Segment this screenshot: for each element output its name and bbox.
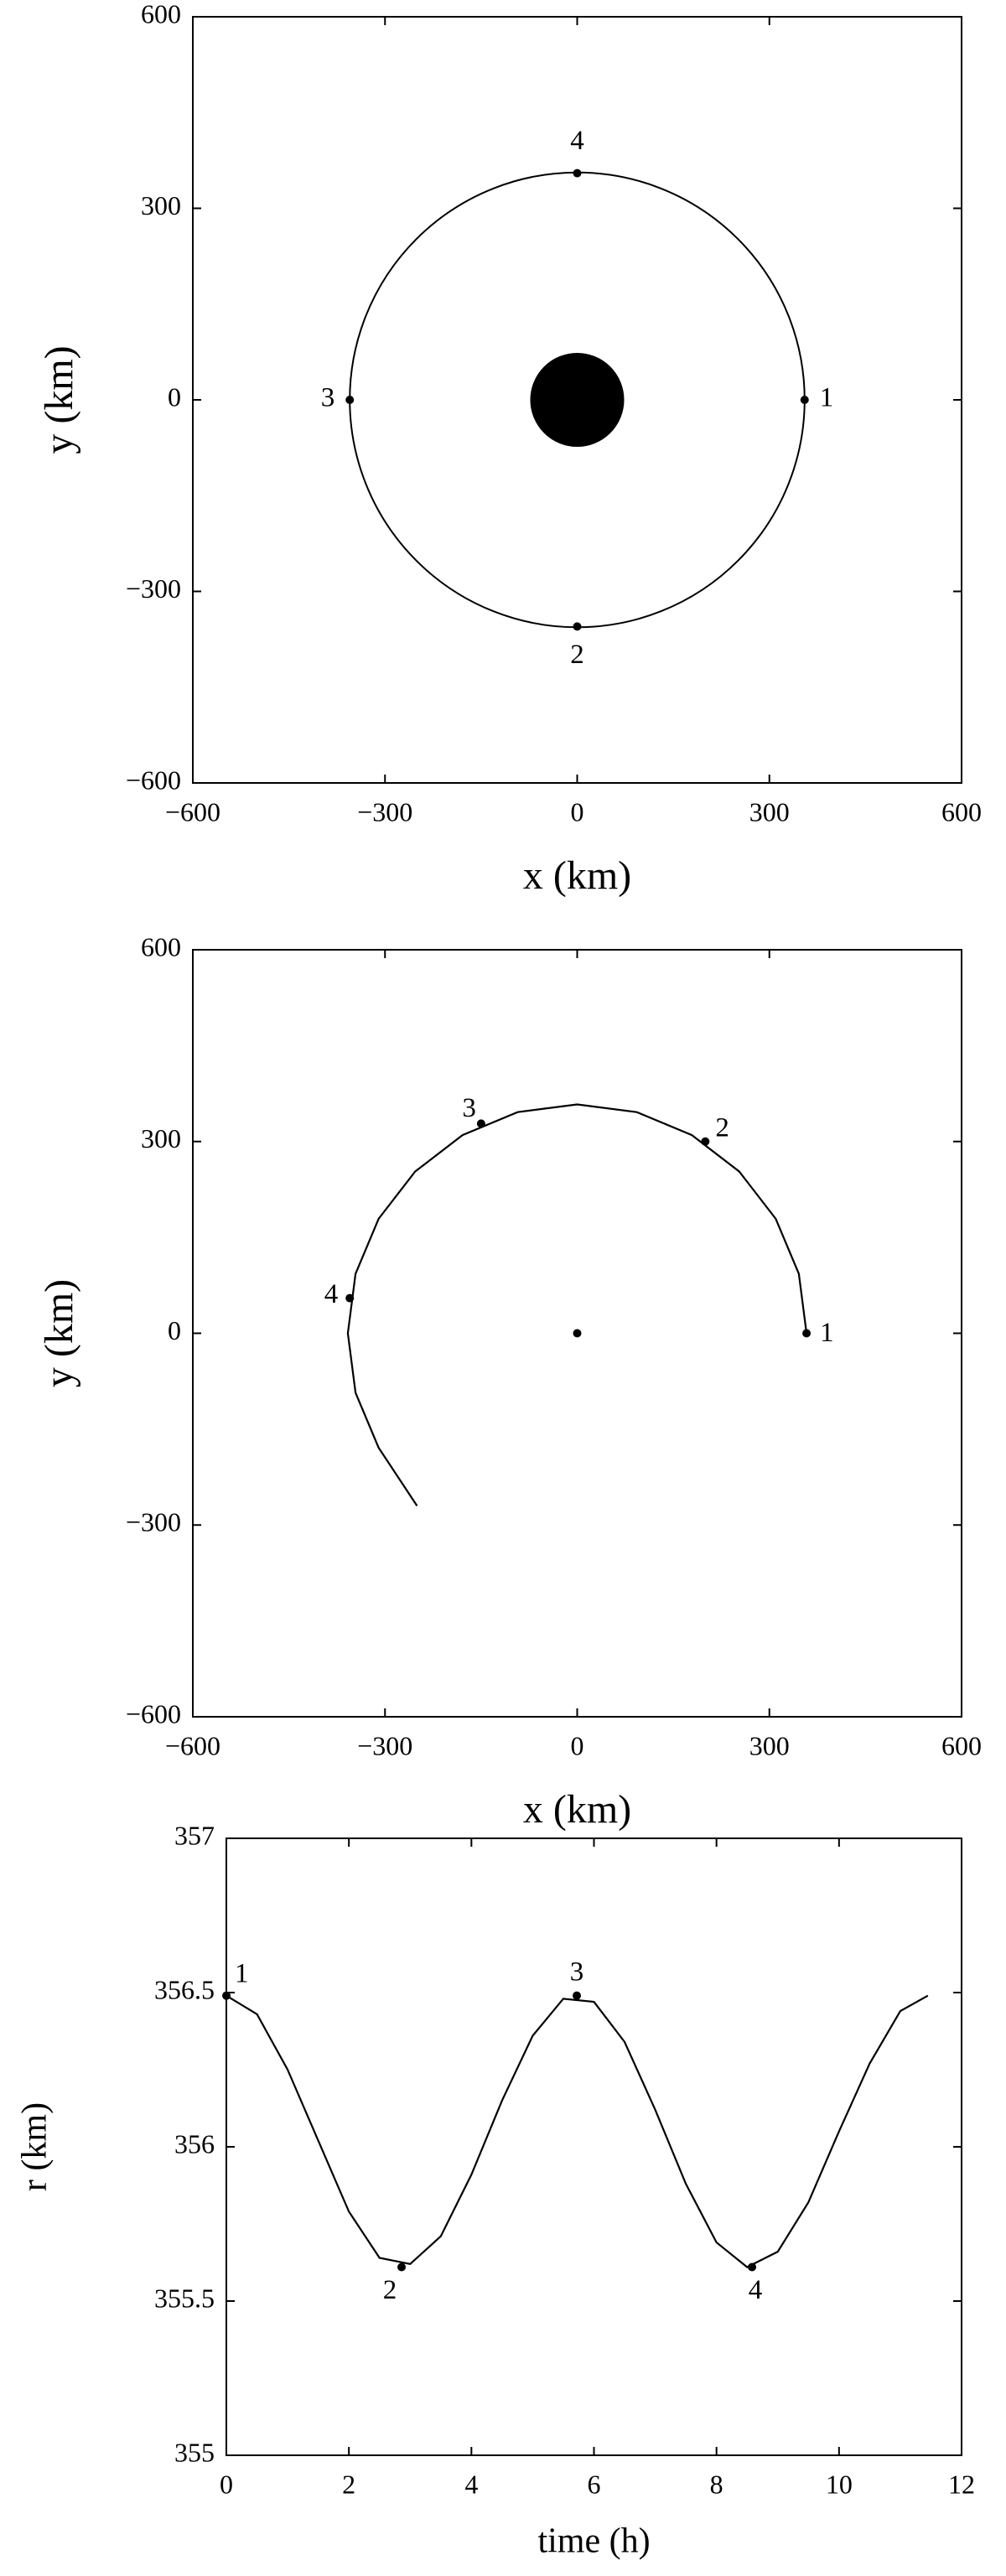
- x-tick-label: 600: [941, 796, 982, 827]
- point-label: 1: [820, 383, 834, 413]
- point-label: 3: [570, 1957, 584, 1987]
- marked-point: [573, 1991, 582, 2000]
- central-body: [530, 352, 625, 448]
- x-tick-label: 4: [464, 2469, 478, 2499]
- y-tick-label: 357: [174, 1820, 215, 1850]
- x-tick-label: 0: [571, 796, 584, 827]
- point-label: 2: [383, 2275, 397, 2305]
- trajectory: [346, 1103, 808, 1506]
- marked-point: [345, 1293, 355, 1303]
- y-tick-label: 600: [141, 0, 181, 29]
- point-label: 1: [820, 1318, 834, 1348]
- point-label: 3: [462, 1093, 476, 1123]
- y-tick-label: −300: [126, 573, 181, 604]
- x-tick-label: −600: [165, 1730, 220, 1760]
- marked-point: [397, 2262, 407, 2272]
- point-label: 1: [235, 1958, 249, 1988]
- point-label: 2: [570, 640, 584, 670]
- x-tick-label: −600: [165, 796, 220, 827]
- x-tick-label: 8: [710, 2469, 723, 2499]
- center-point: [573, 1329, 582, 1338]
- y-tick-label: −300: [126, 1507, 181, 1537]
- marked-point: [701, 1137, 710, 1146]
- x-tick-label: 300: [749, 1730, 790, 1760]
- x-tick-label: 2: [342, 2469, 355, 2499]
- marked-point: [345, 396, 355, 404]
- y-tick-label: 300: [141, 1123, 181, 1153]
- y-tick-label: −600: [126, 765, 181, 795]
- x-tick-label: 12: [948, 2469, 975, 2499]
- y-axis-label: y (km): [37, 345, 81, 454]
- x-tick-label: −300: [357, 796, 412, 827]
- marked-point: [802, 1329, 812, 1338]
- x-tick-label: −300: [357, 1730, 412, 1760]
- y-tick-label: 0: [168, 381, 181, 412]
- point-label: 4: [324, 1279, 339, 1309]
- y-tick-label: 355: [174, 2437, 215, 2467]
- x-tick-label: 0: [571, 1730, 584, 1760]
- y-tick-label: 0: [168, 1315, 181, 1345]
- marked-point: [222, 1991, 231, 2000]
- point-label: 3: [321, 383, 335, 413]
- marked-point: [573, 168, 582, 178]
- marked-point: [748, 2262, 757, 2272]
- point-label: 4: [570, 126, 584, 156]
- x-tick-label: 600: [941, 1730, 982, 1760]
- point-label: 4: [749, 2275, 763, 2305]
- y-tick-label: 355.5: [154, 2283, 215, 2313]
- y-tick-label: 600: [141, 931, 181, 961]
- y-tick-label: −600: [126, 1698, 181, 1729]
- x-tick-label: 300: [749, 796, 790, 827]
- point-label: 2: [715, 1112, 729, 1143]
- y-tick-label: 356: [174, 2128, 215, 2159]
- x-tick-label: 6: [588, 2469, 601, 2499]
- x-tick-label: 0: [220, 2469, 233, 2499]
- x-tick-label: 10: [826, 2469, 853, 2499]
- y-tick-label: 300: [141, 190, 181, 220]
- trajectory: [226, 1994, 929, 2268]
- x-axis-label: x (km): [523, 853, 631, 898]
- marked-point: [476, 1119, 485, 1128]
- x-axis-label: x (km): [523, 1787, 631, 1832]
- y-axis-label: r (km): [16, 2102, 54, 2191]
- marked-point: [573, 622, 582, 631]
- y-tick-label: 356.5: [154, 1974, 215, 2004]
- marked-point: [800, 396, 809, 404]
- plot-frame: [226, 1837, 962, 2456]
- x-axis-label: time (h): [537, 2522, 650, 2561]
- y-axis-label: y (km): [37, 1279, 81, 1387]
